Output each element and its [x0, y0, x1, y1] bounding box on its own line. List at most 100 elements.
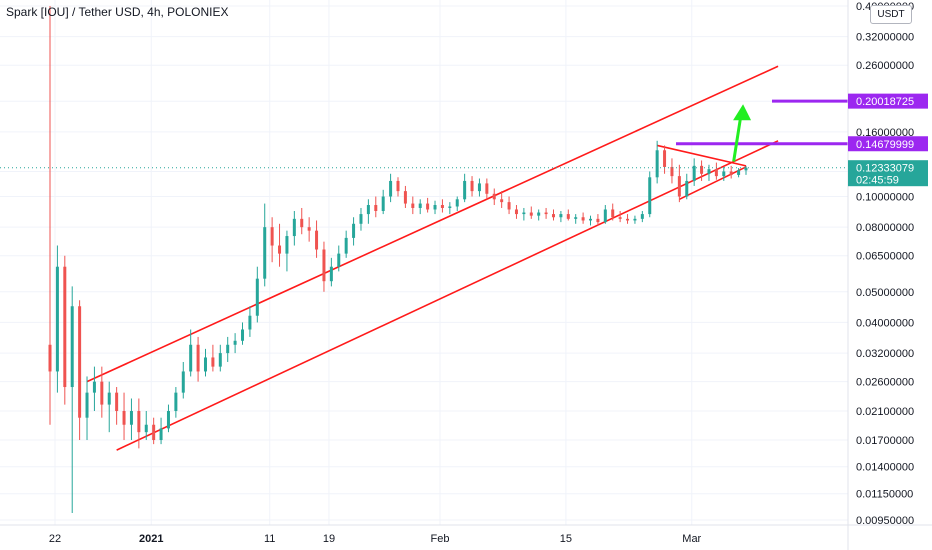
candle-body	[85, 392, 89, 418]
candle-body	[63, 266, 67, 388]
trendline[interactable]	[656, 144, 747, 167]
y-tick-label: 0.03200000	[856, 348, 914, 360]
candle-body	[744, 167, 748, 171]
bar-countdown: 02:45:59	[856, 175, 899, 187]
price-label-box	[848, 93, 928, 109]
candle-body	[463, 180, 467, 200]
candle-body	[196, 344, 200, 372]
candle-body	[337, 253, 341, 267]
candle-body	[307, 227, 311, 231]
y-tick-label: 0.04000000	[856, 317, 914, 329]
candle-body	[581, 217, 585, 221]
candle-body	[522, 212, 526, 215]
x-tick-label: 15	[560, 533, 572, 545]
candle-body	[389, 180, 393, 197]
candle-body	[203, 357, 207, 372]
candle-body	[218, 353, 222, 367]
candle-body	[315, 230, 319, 250]
candle-body	[270, 227, 274, 246]
candle-body	[551, 214, 555, 218]
candle-body	[107, 392, 111, 405]
candle-body	[48, 344, 52, 372]
candle-body	[448, 206, 452, 208]
x-tick-label: 19	[323, 533, 335, 545]
candle-body	[685, 180, 689, 197]
arrow-head-icon	[733, 104, 752, 121]
candle-body	[411, 203, 415, 208]
candle-body	[263, 227, 267, 279]
candle-body	[633, 218, 637, 221]
y-tick-label: 0.16000000	[856, 127, 914, 139]
candle-body	[492, 193, 496, 200]
candle-body	[477, 183, 481, 192]
annotation-layer	[0, 99, 848, 169]
candle-body	[55, 266, 59, 372]
candle-body	[418, 203, 422, 208]
candle-body	[626, 218, 630, 221]
candle-body	[144, 424, 148, 433]
candle-body	[640, 214, 644, 219]
candle-body	[115, 392, 119, 411]
candle-body	[663, 150, 667, 167]
candle-body	[292, 218, 296, 237]
candle-body	[129, 410, 133, 425]
candle-body	[359, 214, 363, 224]
candle-body	[566, 214, 570, 219]
candle-body	[278, 245, 282, 254]
candle-body	[714, 169, 718, 177]
candle-body	[255, 278, 259, 316]
candle-body	[233, 340, 237, 345]
candle-body	[500, 199, 504, 203]
price-label-box	[848, 136, 928, 152]
arrow-shaft	[732, 114, 743, 162]
y-tick-label: 0.02600000	[856, 377, 914, 389]
candle-body	[574, 217, 578, 219]
y-tick-label: 0.10000000	[856, 192, 914, 204]
y-tick-label: 0.01150000	[856, 489, 913, 501]
candle-body	[670, 166, 674, 177]
candle-body	[70, 306, 74, 388]
candle-body	[537, 212, 541, 216]
candlestick-series	[48, 6, 748, 513]
y-tick-label: 0.05000000	[856, 287, 914, 299]
grid	[0, 0, 848, 525]
candle-body	[381, 196, 385, 211]
candle-body	[722, 171, 726, 177]
candle-body	[329, 266, 333, 282]
candle-body	[352, 223, 356, 238]
trendline[interactable]	[86, 65, 779, 383]
price-label-value: 0.20018725	[856, 96, 914, 108]
candle-body	[618, 217, 622, 219]
candle-body	[159, 428, 163, 441]
candle-body	[248, 315, 252, 330]
candle-body	[470, 180, 474, 192]
candle-body	[596, 218, 600, 223]
candle-body	[181, 371, 185, 393]
candle-body	[529, 212, 533, 216]
candle-body	[300, 218, 304, 228]
price-label-value: 0.12333079	[856, 163, 914, 175]
y-tick-label: 0.06500000	[856, 251, 914, 263]
candle-body	[322, 249, 326, 282]
y-tick-label: 0.26000000	[856, 60, 914, 72]
candle-body	[426, 203, 430, 210]
x-tick-label: 22	[49, 533, 61, 545]
candle-body	[648, 177, 652, 215]
y-tick-label: 0.32000000	[856, 32, 914, 44]
candle-body	[655, 150, 659, 178]
y-tick-label: 0.00950000	[856, 515, 914, 527]
price-label-value: 0.14679999	[856, 139, 914, 151]
candle-body	[122, 410, 126, 425]
candle-body	[485, 183, 489, 194]
candle-body	[692, 165, 696, 181]
currency-button[interactable]: USDT	[870, 5, 912, 24]
candle-body	[729, 171, 733, 175]
trendline[interactable]	[116, 140, 779, 451]
candle-body	[700, 165, 704, 174]
candle-body	[440, 205, 444, 208]
candle-body	[374, 205, 378, 211]
trendline[interactable]	[679, 166, 747, 201]
